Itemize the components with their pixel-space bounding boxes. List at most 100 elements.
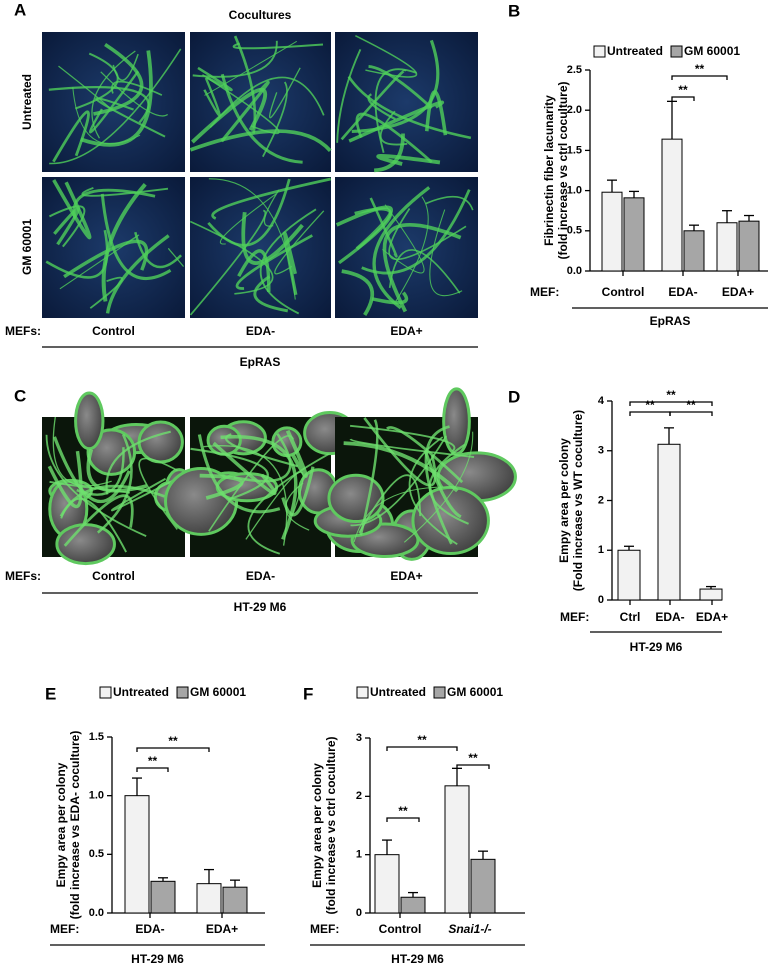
fiber [189, 129, 332, 153]
fiber [343, 441, 459, 493]
fiber [259, 208, 317, 315]
y-tick-label: 1 [598, 544, 604, 556]
significance-label: ** [666, 388, 676, 402]
y-tick-label: 0 [356, 907, 362, 919]
significance-bracket [386, 746, 458, 751]
fiber [283, 231, 298, 296]
fiber [349, 424, 456, 452]
fiber [382, 204, 425, 274]
colony [74, 391, 105, 451]
panel-letter: C [14, 386, 26, 405]
legend-label: GM 60001 [684, 44, 740, 58]
column-label: EDA+ [390, 324, 422, 338]
fiber [76, 447, 125, 496]
panel-letter: A [14, 0, 26, 19]
bar [716, 222, 738, 272]
fiber [190, 447, 269, 501]
panel-letter: B [508, 1, 520, 20]
significance-label: ** [468, 751, 478, 765]
fiber [372, 186, 431, 310]
fiber [350, 435, 447, 527]
y-axis-label: (fold increase vs EDA- coculture) [68, 731, 82, 920]
fiber [336, 49, 362, 143]
y-tick-label: 0 [598, 594, 604, 606]
fiber [253, 275, 289, 313]
significance-bracket [136, 747, 210, 752]
fiber [59, 484, 181, 517]
y-tick-label: 2 [598, 494, 604, 506]
y-tick-label: 1.5 [567, 144, 582, 156]
y-tick-label: 2.5 [567, 64, 582, 76]
y-tick-label: 1.0 [89, 790, 104, 802]
row-label: Untreated [20, 74, 34, 130]
fiber [189, 209, 267, 316]
fiber [408, 436, 458, 546]
fiber [262, 81, 288, 158]
fiber [237, 249, 271, 292]
legend-label: Untreated [607, 44, 663, 58]
fiber [63, 494, 134, 547]
legend-label: GM 60001 [447, 685, 503, 699]
x-tick-label: Snai1-/- [448, 922, 491, 936]
x-tick-label: Control [379, 922, 422, 936]
fiber [45, 229, 109, 279]
significance-bracket [629, 401, 713, 406]
micrograph [164, 410, 357, 557]
fiber [274, 210, 325, 275]
y-tick-label: 2.0 [567, 104, 582, 116]
fiber [49, 48, 182, 165]
y-tick-label: 3 [598, 445, 604, 457]
fiber [358, 474, 422, 534]
significance-label: ** [417, 733, 427, 747]
x-tick-label: EDA- [668, 285, 697, 299]
fiber [347, 75, 472, 140]
fiber [191, 87, 268, 144]
legend-label: Untreated [370, 685, 426, 699]
fiber [388, 249, 461, 294]
y-tick-label: 0.5 [567, 225, 582, 237]
fiber [52, 436, 131, 504]
fiber [379, 110, 408, 146]
fiber [138, 457, 178, 530]
x-label: MEF: [50, 922, 79, 936]
y-axis-label: (fold increase vs ctrl coculture) [556, 81, 570, 259]
significance-label: ** [645, 398, 655, 412]
column-label: EDA- [246, 324, 275, 338]
fiber [429, 209, 463, 297]
fiber [382, 222, 462, 313]
fiber [269, 67, 301, 119]
bar [601, 191, 623, 272]
significance-bracket [136, 767, 169, 772]
column-label: EDA+ [390, 569, 422, 583]
micrograph [189, 177, 332, 318]
fiber [72, 87, 141, 145]
x-tick-label: Control [602, 285, 645, 299]
fiber [111, 477, 175, 512]
legend-label: Untreated [113, 685, 169, 699]
column-label: Control [92, 324, 135, 338]
fiber [197, 66, 233, 92]
y-tick-label: 0.0 [567, 265, 582, 277]
fiber [373, 133, 405, 173]
significance-bracket [386, 817, 420, 822]
fiber [96, 433, 133, 534]
x-label: MEF: [310, 922, 339, 936]
colony [411, 486, 490, 556]
colony [442, 387, 471, 456]
bar [222, 886, 248, 914]
fiber [341, 269, 375, 317]
bar [657, 443, 681, 601]
fiber [91, 50, 136, 139]
fiber [368, 65, 433, 110]
legend-swatch [670, 45, 683, 58]
bar [617, 549, 641, 601]
legend-swatch [433, 686, 446, 699]
group-label: HT-29 M6 [630, 640, 683, 654]
bar [738, 220, 760, 272]
fiber [49, 480, 130, 494]
fiber [80, 50, 153, 147]
bar [374, 854, 400, 914]
fiber [371, 291, 409, 305]
fiber [53, 206, 81, 246]
